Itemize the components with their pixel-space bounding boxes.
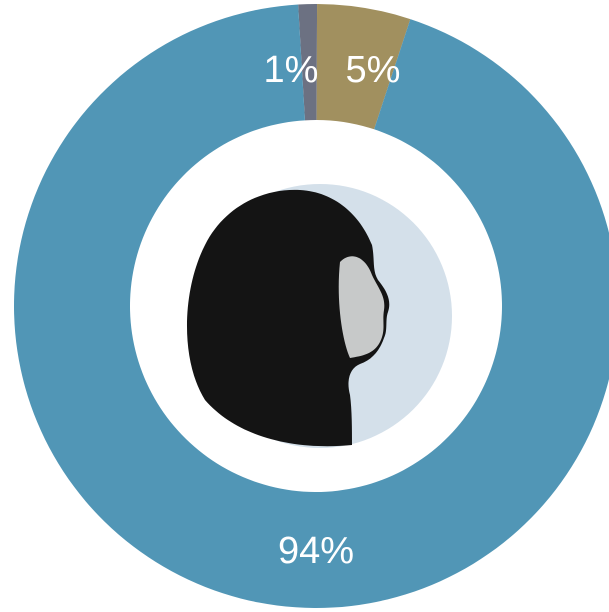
data-label: 1% (264, 49, 319, 91)
data-label: 5% (346, 49, 401, 91)
center-photo (187, 184, 452, 448)
page: {"chart_data": {"type": "donut", "values… (0, 0, 609, 612)
data-label: 94% (278, 530, 354, 572)
chart: 1% 5% 94% (0, 0, 609, 612)
